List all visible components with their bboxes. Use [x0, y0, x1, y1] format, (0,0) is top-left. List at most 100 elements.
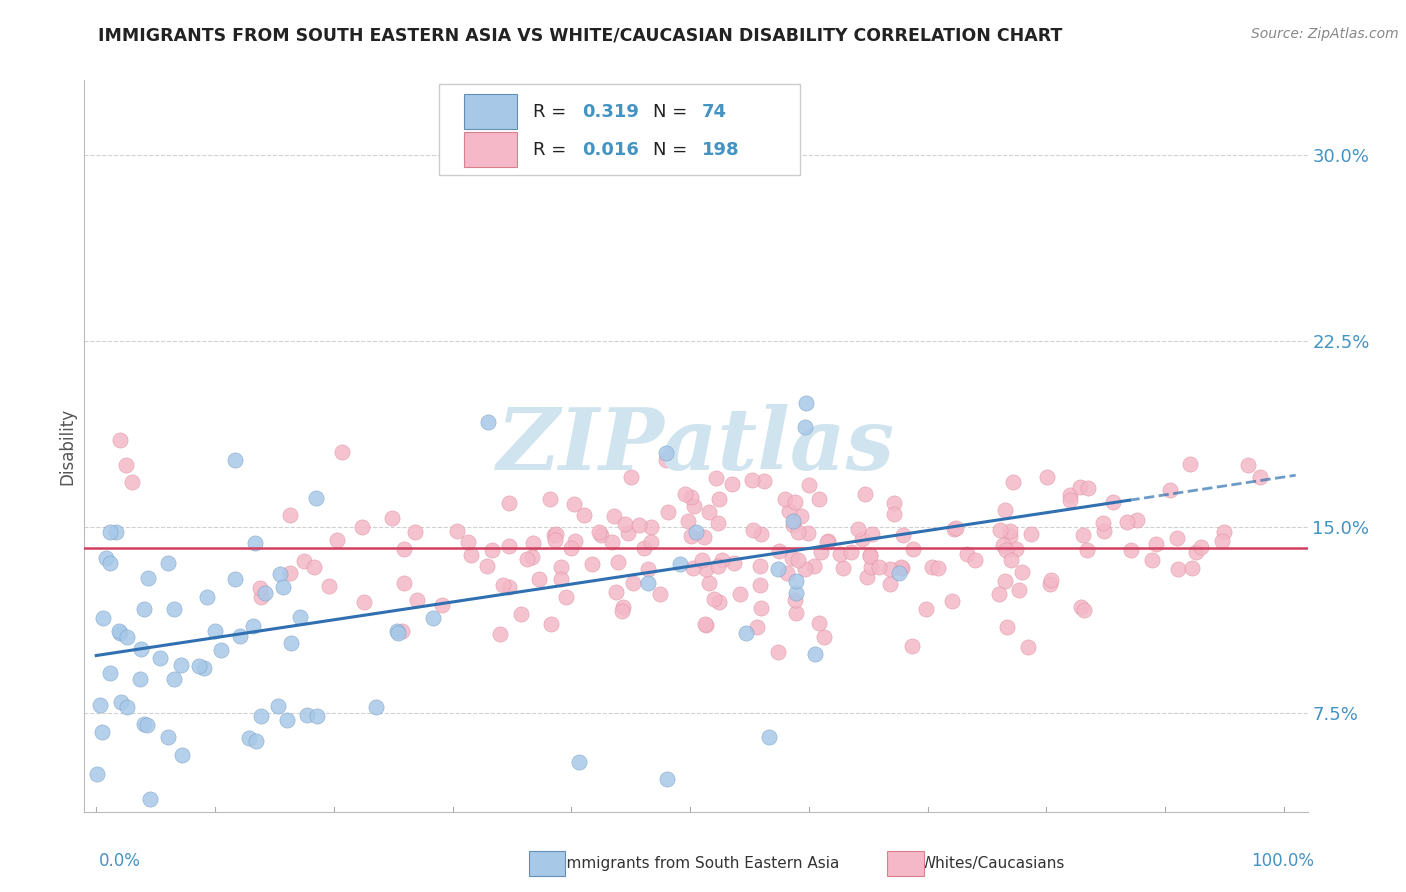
Text: 74: 74	[702, 103, 727, 120]
Point	[1237, 458, 1260, 472]
Point	[988, 587, 1011, 601]
Text: Whites/Caucasians: Whites/Caucasians	[921, 856, 1066, 871]
Point	[766, 562, 789, 576]
Point	[846, 522, 869, 536]
Point	[128, 673, 150, 687]
Point	[860, 526, 883, 541]
Point	[136, 717, 159, 731]
Point	[481, 543, 503, 558]
Point	[105, 524, 128, 539]
Point	[267, 698, 290, 713]
Point	[697, 575, 720, 590]
Point	[1159, 483, 1181, 497]
Point	[406, 593, 429, 607]
Point	[706, 559, 728, 574]
Point	[883, 507, 905, 521]
Point	[697, 505, 720, 519]
Point	[640, 535, 662, 549]
Point	[808, 491, 831, 506]
Point	[489, 627, 512, 641]
Point	[170, 747, 193, 762]
Point	[711, 552, 734, 566]
Point	[693, 530, 716, 544]
Point	[108, 624, 131, 639]
Point	[741, 473, 763, 487]
Point	[681, 490, 703, 504]
Point	[498, 539, 520, 553]
Point	[994, 543, 1017, 558]
Point	[640, 520, 662, 534]
Point	[991, 538, 1014, 552]
Point	[1021, 526, 1043, 541]
Point	[457, 534, 479, 549]
Text: IMMIGRANTS FROM SOUTH EASTERN ASIA VS WHITE/CAUCASIAN DISABILITY CORRELATION CHA: IMMIGRANTS FROM SOUTH EASTERN ASIA VS WH…	[98, 27, 1063, 45]
Point	[574, 508, 596, 522]
Point	[1077, 481, 1099, 495]
Point	[1000, 553, 1022, 567]
Point	[790, 508, 813, 523]
Point	[602, 534, 624, 549]
Point	[890, 559, 912, 574]
Point	[510, 607, 533, 621]
Point	[381, 511, 404, 525]
Point	[305, 491, 328, 505]
Point	[945, 521, 967, 535]
Point	[758, 731, 780, 745]
Point	[91, 611, 114, 625]
Point	[998, 524, 1021, 538]
Point	[1076, 543, 1098, 558]
Point	[749, 601, 772, 615]
Point	[785, 592, 807, 607]
Point	[988, 524, 1011, 538]
Point	[326, 533, 349, 547]
Point	[782, 514, 804, 528]
Point	[1008, 582, 1031, 597]
Point	[86, 767, 108, 781]
Point	[110, 695, 132, 709]
Point	[332, 445, 354, 459]
Point	[810, 545, 832, 559]
Point	[682, 500, 704, 514]
Point	[704, 471, 727, 485]
Point	[516, 552, 538, 566]
Point	[998, 529, 1021, 543]
Text: N =: N =	[654, 141, 693, 159]
Point	[1102, 494, 1125, 508]
Point	[156, 730, 179, 744]
Point	[1166, 531, 1188, 545]
Point	[1181, 560, 1204, 574]
Point	[124, 853, 146, 867]
Point	[544, 533, 567, 547]
Point	[554, 591, 576, 605]
Point	[295, 708, 318, 723]
Point	[193, 661, 215, 675]
Point	[706, 516, 728, 530]
Point	[803, 648, 825, 662]
Point	[94, 551, 117, 566]
Point	[238, 731, 260, 745]
Point	[859, 559, 882, 574]
Point	[460, 548, 482, 562]
Point	[815, 535, 838, 549]
Point	[606, 555, 628, 569]
Point	[121, 475, 143, 489]
Point	[728, 587, 751, 601]
Point	[163, 672, 186, 686]
Point	[1092, 524, 1115, 539]
Point	[673, 486, 696, 500]
Text: 0.319: 0.319	[582, 103, 640, 120]
Point	[588, 524, 610, 539]
Point	[797, 478, 820, 492]
Point	[132, 717, 155, 731]
Text: 198: 198	[702, 141, 740, 159]
Point	[655, 772, 678, 787]
Point	[782, 550, 804, 565]
Point	[637, 575, 659, 590]
Point	[1180, 457, 1202, 471]
Point	[613, 516, 636, 531]
Text: ZIPatlas: ZIPatlas	[496, 404, 896, 488]
Point	[229, 630, 252, 644]
Point	[522, 536, 544, 550]
Point	[621, 575, 644, 590]
Point	[353, 595, 375, 609]
